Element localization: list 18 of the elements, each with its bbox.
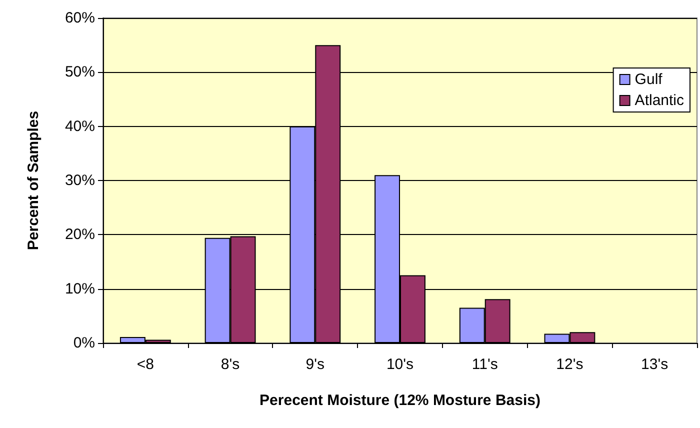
x-tick-label: 13's [641,356,668,373]
y-axis-title: Percent of Samples [25,110,42,250]
legend-label: Atlantic [634,92,684,109]
x-axis-title: Perecent Moisture (12% Mosture Basis) [260,392,540,409]
x-tick-label: 11's [472,356,498,373]
y-tick-label: 0% [73,334,95,352]
legend-label: Gulf [634,71,664,88]
x-tick-label: 12's [556,356,584,373]
y-tick-label: 30% [64,172,95,189]
y-tick-label: 10% [64,280,95,298]
x-tick-label: <8 [136,356,154,373]
x-tick-label: 9's [306,356,324,373]
y-tick-label: 40% [64,118,95,135]
y-tick-label: 50% [64,64,95,81]
y-tick-label: 20% [64,226,95,244]
x-tick-label: 10's [386,356,414,373]
y-tick-label: 60% [64,10,95,26]
x-tick-label: 8's [220,356,240,373]
